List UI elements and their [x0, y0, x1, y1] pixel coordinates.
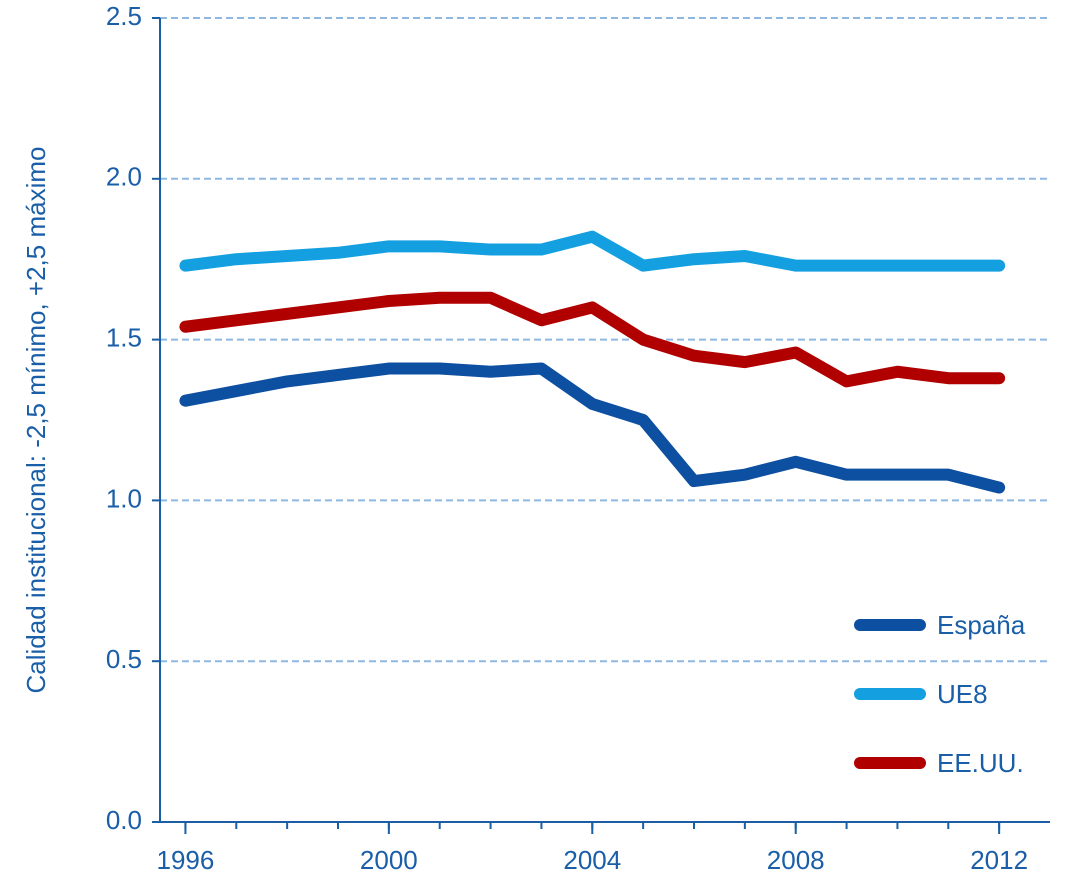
y-tick-label: 1.0 [106, 483, 142, 513]
legend-label: España [937, 610, 1026, 640]
series-line [179, 230, 1006, 272]
x-tick-label: 1996 [157, 845, 215, 875]
y-tick-label: 0.0 [106, 805, 142, 835]
y-axis-label: Calidad institucional: -2,5 mínimo, +2,5… [21, 147, 51, 694]
legend-label: UE8 [937, 679, 988, 709]
x-tick-label: 2008 [767, 845, 825, 875]
x-tick-label: 2004 [563, 845, 621, 875]
y-tick-label: 2.5 [106, 1, 142, 31]
y-tick-label: 2.0 [106, 162, 142, 192]
series-line [179, 291, 1006, 388]
series-line [179, 362, 1006, 494]
y-tick-label: 1.5 [106, 322, 142, 352]
legend-label: EE.UU. [937, 748, 1024, 778]
x-tick-label: 2012 [970, 845, 1028, 875]
x-tick-label: 2000 [360, 845, 418, 875]
y-tick-label: 0.5 [106, 644, 142, 674]
